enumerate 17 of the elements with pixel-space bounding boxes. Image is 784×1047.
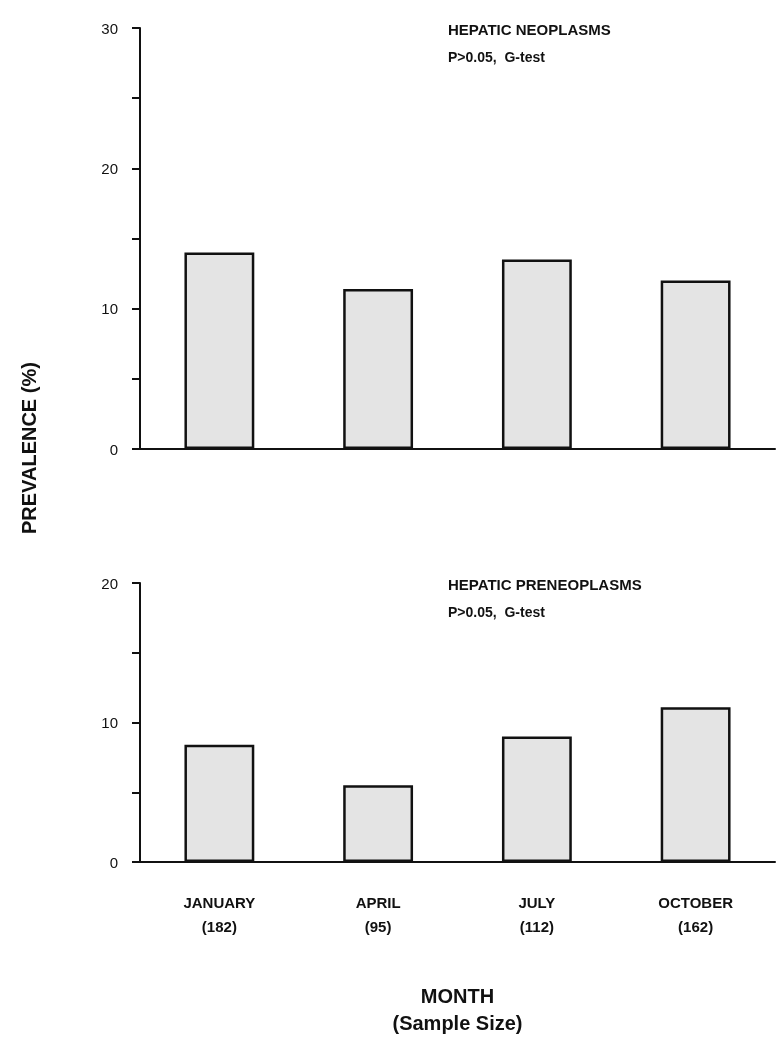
annotation: P>0.05, G-test [448,604,546,620]
x-tick-label: JULY (112) [518,893,556,935]
chart-title: HEPATIC PRENEOPLASMS [448,576,642,593]
y-axis-title: PREVALENCE (%) [18,361,41,536]
annotation: P>0.05, G-test [448,49,546,65]
x-tick-label: OCTOBER (162) [658,893,734,935]
y-tick-label: 10 [101,714,118,731]
y-tick-label: 30 [101,19,118,37]
y-tick-label: 0 [109,853,118,871]
x-axis-title: MONTH (Sample Size) [392,984,523,1034]
y-tick-label: 0 [109,440,118,458]
x-tick-label: JANUARY (182) [183,893,256,935]
y-tick-label: 20 [101,159,118,177]
y-tick-label: 10 [101,300,118,318]
x-tick-label: APRIL (95) [355,893,401,935]
y-tick-label: 20 [101,574,118,592]
chart-title: HEPATIC NEOPLASMS [448,21,611,38]
